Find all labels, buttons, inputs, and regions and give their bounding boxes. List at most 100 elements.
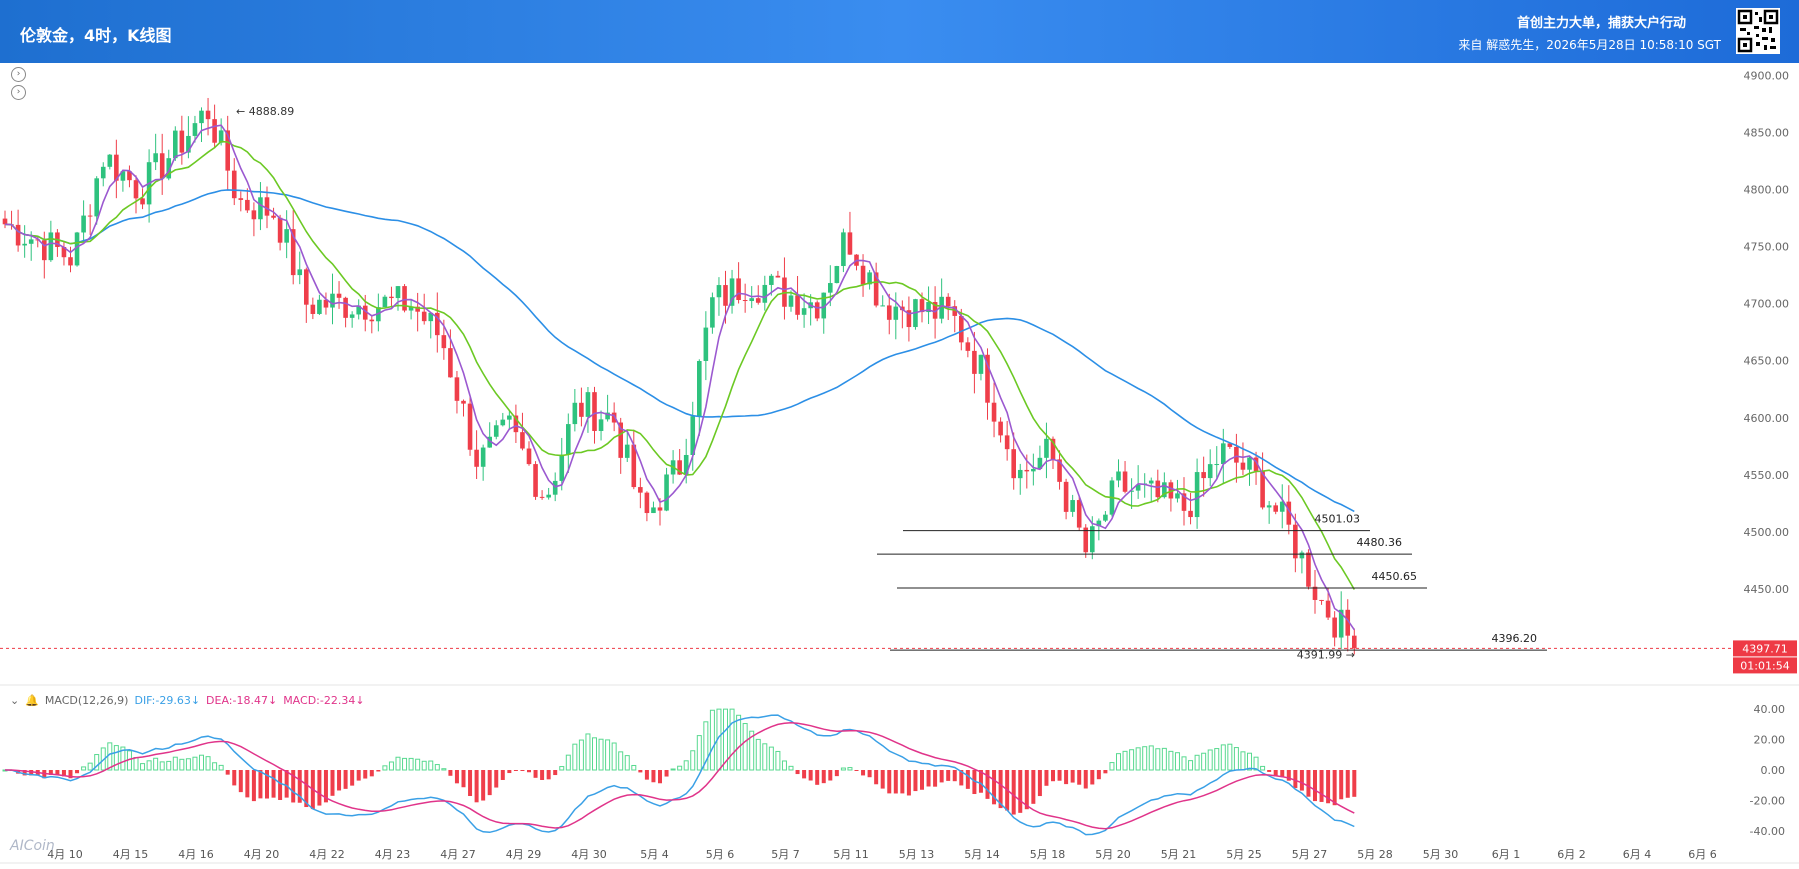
candle-body xyxy=(94,178,99,217)
macd-tick-label: -20.00 xyxy=(1750,794,1785,807)
candle-body xyxy=(795,295,800,315)
macd-bar xyxy=(755,738,761,771)
macd-bar xyxy=(703,721,709,771)
countdown-label: 01:01:54 xyxy=(1740,659,1789,672)
macd-bar xyxy=(978,770,983,793)
candle-body xyxy=(382,296,388,308)
candle-body xyxy=(546,494,551,498)
x-tick-label: 4月 22 xyxy=(309,848,345,861)
candle-body xyxy=(880,305,885,307)
macd-bar xyxy=(972,770,977,795)
x-tick-label: 5月 7 xyxy=(771,848,800,861)
x-tick-label: 5月 21 xyxy=(1161,848,1197,861)
price-tick-label: 4800.00 xyxy=(1744,184,1790,197)
candle-body xyxy=(919,299,925,313)
candle-body xyxy=(978,354,984,374)
macd-bar xyxy=(481,770,486,801)
candle-body xyxy=(847,232,853,255)
macd-bar xyxy=(1011,770,1016,815)
candle-body xyxy=(15,224,21,246)
macd-bar xyxy=(107,742,113,771)
macd-bar xyxy=(952,770,957,782)
macd-bar xyxy=(1201,752,1207,771)
macd-bar xyxy=(1319,770,1324,802)
macd-bar xyxy=(854,770,859,771)
macd-bar xyxy=(840,767,846,771)
x-tick-label: 5月 13 xyxy=(899,848,935,861)
candle-body xyxy=(513,415,519,433)
macd-bar xyxy=(1286,770,1291,781)
candle-body xyxy=(1253,457,1259,472)
candle-body xyxy=(801,308,807,315)
macd-bar xyxy=(709,709,715,771)
macd-bar xyxy=(828,770,833,781)
candle-body xyxy=(1312,586,1318,600)
expand-icon[interactable]: › xyxy=(11,67,26,82)
candle-body xyxy=(22,243,27,246)
macd-bar xyxy=(1260,765,1266,771)
candle-body xyxy=(369,319,375,322)
candle-body xyxy=(1214,464,1220,466)
candle-body xyxy=(1024,469,1030,472)
macd-bar xyxy=(395,756,401,771)
macd-bar xyxy=(867,770,872,778)
candle-body xyxy=(258,197,263,220)
candle-body xyxy=(1352,635,1357,649)
candle-body xyxy=(723,285,728,306)
x-tick-label: 6月 4 xyxy=(1623,848,1652,861)
macd-bar xyxy=(297,770,302,803)
candle-body xyxy=(769,275,774,285)
macd-bar xyxy=(585,733,591,771)
x-tick-label: 5月 6 xyxy=(706,848,735,861)
x-tick-label: 5月 28 xyxy=(1357,848,1393,861)
expand-icon[interactable]: › xyxy=(11,85,26,100)
macd-bar xyxy=(454,770,459,784)
macd-bar xyxy=(166,760,172,771)
collapse-icon[interactable]: ⌄ xyxy=(10,694,20,707)
macd-bar xyxy=(507,770,512,774)
macd-bar xyxy=(775,750,781,771)
candle-body xyxy=(1168,482,1174,499)
macd-bar xyxy=(421,760,427,771)
macd-bar xyxy=(428,760,434,771)
macd-bar xyxy=(474,770,479,803)
macd-bar xyxy=(61,770,66,777)
candle-body xyxy=(611,412,617,423)
candle-body xyxy=(932,302,938,319)
macd-bar xyxy=(1103,770,1108,774)
macd-bar xyxy=(284,770,289,798)
x-tick-label: 5月 11 xyxy=(833,848,869,861)
qr-code-icon xyxy=(1736,8,1780,54)
macd-bar xyxy=(434,764,440,771)
macd-tick-label: 20.00 xyxy=(1754,734,1786,747)
watermark-logo: AICoin xyxy=(10,838,55,854)
macd-bar xyxy=(572,743,578,771)
macd-name: MACD(12,26,9) xyxy=(44,694,129,707)
macd-bar xyxy=(330,770,335,796)
candle-body xyxy=(972,350,977,374)
candle-body xyxy=(336,293,342,298)
candle-body xyxy=(362,305,368,320)
macd-bar xyxy=(1339,770,1344,800)
macd-bar xyxy=(893,770,898,794)
macd-bar xyxy=(1070,770,1075,783)
candle-body xyxy=(48,232,54,261)
candle-body xyxy=(1201,472,1206,479)
candle-body xyxy=(68,257,73,266)
price-tick-label: 4900.00 xyxy=(1744,70,1790,83)
x-tick-label: 5月 25 xyxy=(1226,848,1262,861)
candle-body xyxy=(1325,600,1331,618)
macd-bar xyxy=(900,770,905,794)
macd-bar xyxy=(578,739,584,771)
macd-bar xyxy=(965,770,970,789)
candle-body xyxy=(651,507,656,514)
price-tick-label: 4700.00 xyxy=(1744,298,1790,311)
macd-bar xyxy=(1051,770,1055,782)
macd-bar xyxy=(749,730,755,771)
macd-value: MACD:-22.34↓ xyxy=(283,694,365,707)
macd-bar xyxy=(1188,760,1194,771)
candle-body xyxy=(749,298,754,302)
macd-bar xyxy=(781,760,787,771)
bell-icon[interactable]: 🔔 xyxy=(25,694,39,707)
price-tag xyxy=(1733,640,1797,657)
